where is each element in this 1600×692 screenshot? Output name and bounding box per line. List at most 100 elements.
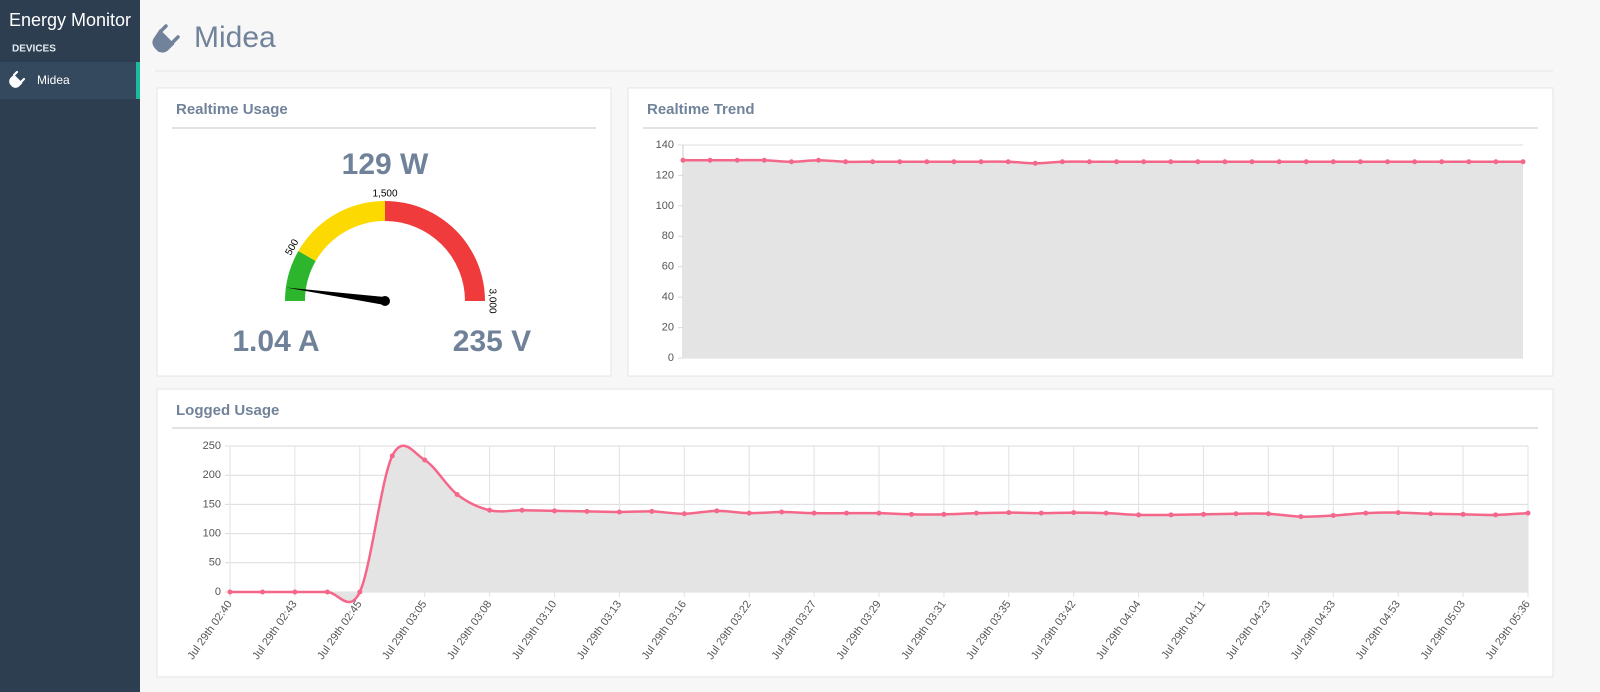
gauge-tick-label: 3,000 [486, 288, 497, 313]
y-tick-label: 0 [668, 352, 674, 364]
point [649, 508, 655, 514]
point [870, 159, 876, 165]
nav-item[interactable]: Midea [0, 62, 140, 99]
point [552, 508, 557, 514]
point [1428, 511, 1434, 517]
point [761, 157, 767, 163]
point [973, 510, 979, 516]
voltage-value: 235 V [453, 325, 531, 358]
line [230, 444, 1529, 604]
point [788, 159, 794, 165]
point [1330, 159, 1336, 165]
point [1103, 510, 1109, 516]
point [1222, 159, 1228, 165]
gauge-hub [380, 296, 390, 306]
power-value: 129 W [342, 148, 429, 181]
point [1114, 159, 1120, 165]
title-icon [152, 24, 180, 53]
point [734, 157, 740, 163]
point [876, 510, 882, 516]
point [779, 509, 785, 515]
point [1201, 511, 1206, 517]
point [1086, 159, 1092, 165]
point [1357, 159, 1363, 165]
point [1005, 159, 1011, 165]
y-tick-label: 140 [656, 139, 674, 151]
point [422, 457, 428, 463]
panel-title: Logged Usage [176, 402, 279, 419]
gauge-needle [285, 287, 386, 305]
nav-label: Midea [37, 73, 70, 87]
point [843, 159, 849, 165]
point [1249, 159, 1255, 165]
point [924, 159, 930, 165]
point [357, 589, 363, 595]
point [811, 510, 817, 516]
y-tick-label: 60 [662, 261, 674, 273]
section-label: DEVICES [12, 44, 56, 55]
point [1385, 159, 1391, 165]
point [259, 589, 265, 595]
point [1466, 159, 1472, 165]
point [1303, 159, 1309, 165]
y-tick-label: 40 [662, 291, 674, 303]
point [1071, 510, 1077, 516]
point [680, 157, 686, 163]
point [1330, 512, 1336, 518]
point [1493, 159, 1499, 165]
point [714, 508, 720, 514]
point [1032, 160, 1038, 166]
point [1006, 510, 1012, 516]
point [897, 159, 903, 165]
point [1439, 159, 1445, 165]
point [1141, 159, 1147, 165]
point [1059, 159, 1065, 165]
y-tick-label: 20 [662, 321, 674, 333]
point [681, 511, 687, 517]
point [1460, 511, 1466, 517]
point [1136, 512, 1142, 518]
point [941, 511, 947, 517]
panel-title: Realtime Trend [647, 101, 755, 118]
point [1038, 510, 1044, 516]
panel-title: Realtime Usage [176, 101, 288, 118]
point [584, 508, 590, 514]
point [454, 491, 460, 497]
point [815, 157, 821, 163]
point [487, 507, 493, 513]
area [683, 160, 1523, 358]
point [951, 159, 957, 165]
current-value: 1.04 A [232, 325, 319, 358]
y-tick-label: 50 [209, 557, 221, 569]
point [978, 159, 984, 165]
y-tick-label: 0 [215, 586, 221, 598]
point [1168, 159, 1174, 165]
point [1525, 510, 1531, 516]
panel [156, 87, 612, 377]
nav-active [136, 62, 140, 99]
y-tick-label: 250 [203, 440, 221, 452]
point [1520, 159, 1526, 165]
sidebar [0, 0, 140, 692]
y-tick-label: 100 [203, 528, 221, 540]
point [844, 510, 850, 516]
point [746, 510, 752, 516]
point [389, 453, 395, 459]
point [616, 509, 622, 515]
point [1412, 159, 1418, 165]
gauge-band [298, 201, 385, 261]
point [1233, 511, 1239, 517]
gauge-tick-label: 1,500 [372, 189, 397, 200]
y-tick-label: 150 [203, 498, 221, 510]
point [1395, 510, 1401, 516]
point [324, 589, 330, 595]
point [227, 589, 233, 595]
point [707, 157, 713, 163]
point [519, 507, 525, 513]
point [1493, 512, 1499, 518]
point [908, 511, 914, 517]
brand: Energy Monitor [9, 10, 131, 30]
y-tick-label: 200 [203, 469, 221, 481]
